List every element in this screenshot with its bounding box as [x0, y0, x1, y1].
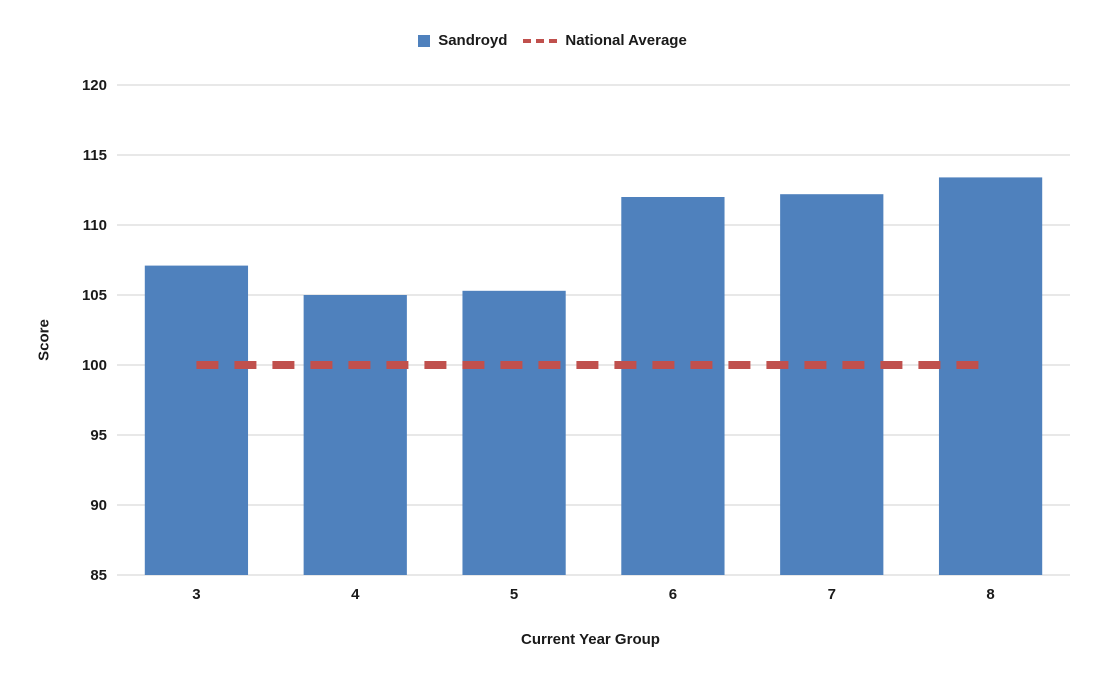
- y-tick-label: 110: [83, 217, 107, 234]
- bar-8: [938, 177, 1043, 575]
- y-tick-label: 120: [82, 77, 107, 94]
- x-tick-label: 5: [510, 586, 518, 603]
- legend-swatch-national-average: [523, 38, 558, 43]
- legend-swatch-sandroyd: [418, 34, 431, 47]
- y-tick-label: 95: [90, 427, 107, 444]
- legend-item-sandroyd[interactable]: Sandroyd: [418, 32, 507, 49]
- legend-label-national-average: National Average: [565, 32, 687, 49]
- y-tick-label: 115: [83, 147, 107, 164]
- bar-4: [303, 295, 407, 575]
- x-tick-label: 8: [986, 586, 994, 603]
- y-tick-label: 100: [82, 357, 107, 374]
- bar-6: [621, 197, 725, 575]
- y-tick-label: 90: [90, 497, 107, 514]
- bar-5: [462, 290, 566, 575]
- x-tick-label: 3: [192, 586, 200, 603]
- bar-3: [144, 265, 249, 575]
- y-tick-label: 85: [90, 567, 107, 584]
- bar-7: [780, 194, 884, 575]
- x-tick-label: 4: [351, 586, 360, 603]
- x-tick-label: 6: [669, 586, 677, 603]
- x-axis-title: Current Year Group: [521, 631, 660, 648]
- legend-item-national-average[interactable]: National Average: [523, 32, 687, 49]
- legend: Sandroyd National Average: [0, 32, 1105, 49]
- x-tick-label: 7: [828, 586, 836, 603]
- y-axis-title: Score: [35, 319, 53, 361]
- y-tick-label: 105: [82, 287, 107, 304]
- legend-label-sandroyd: Sandroyd: [438, 32, 508, 49]
